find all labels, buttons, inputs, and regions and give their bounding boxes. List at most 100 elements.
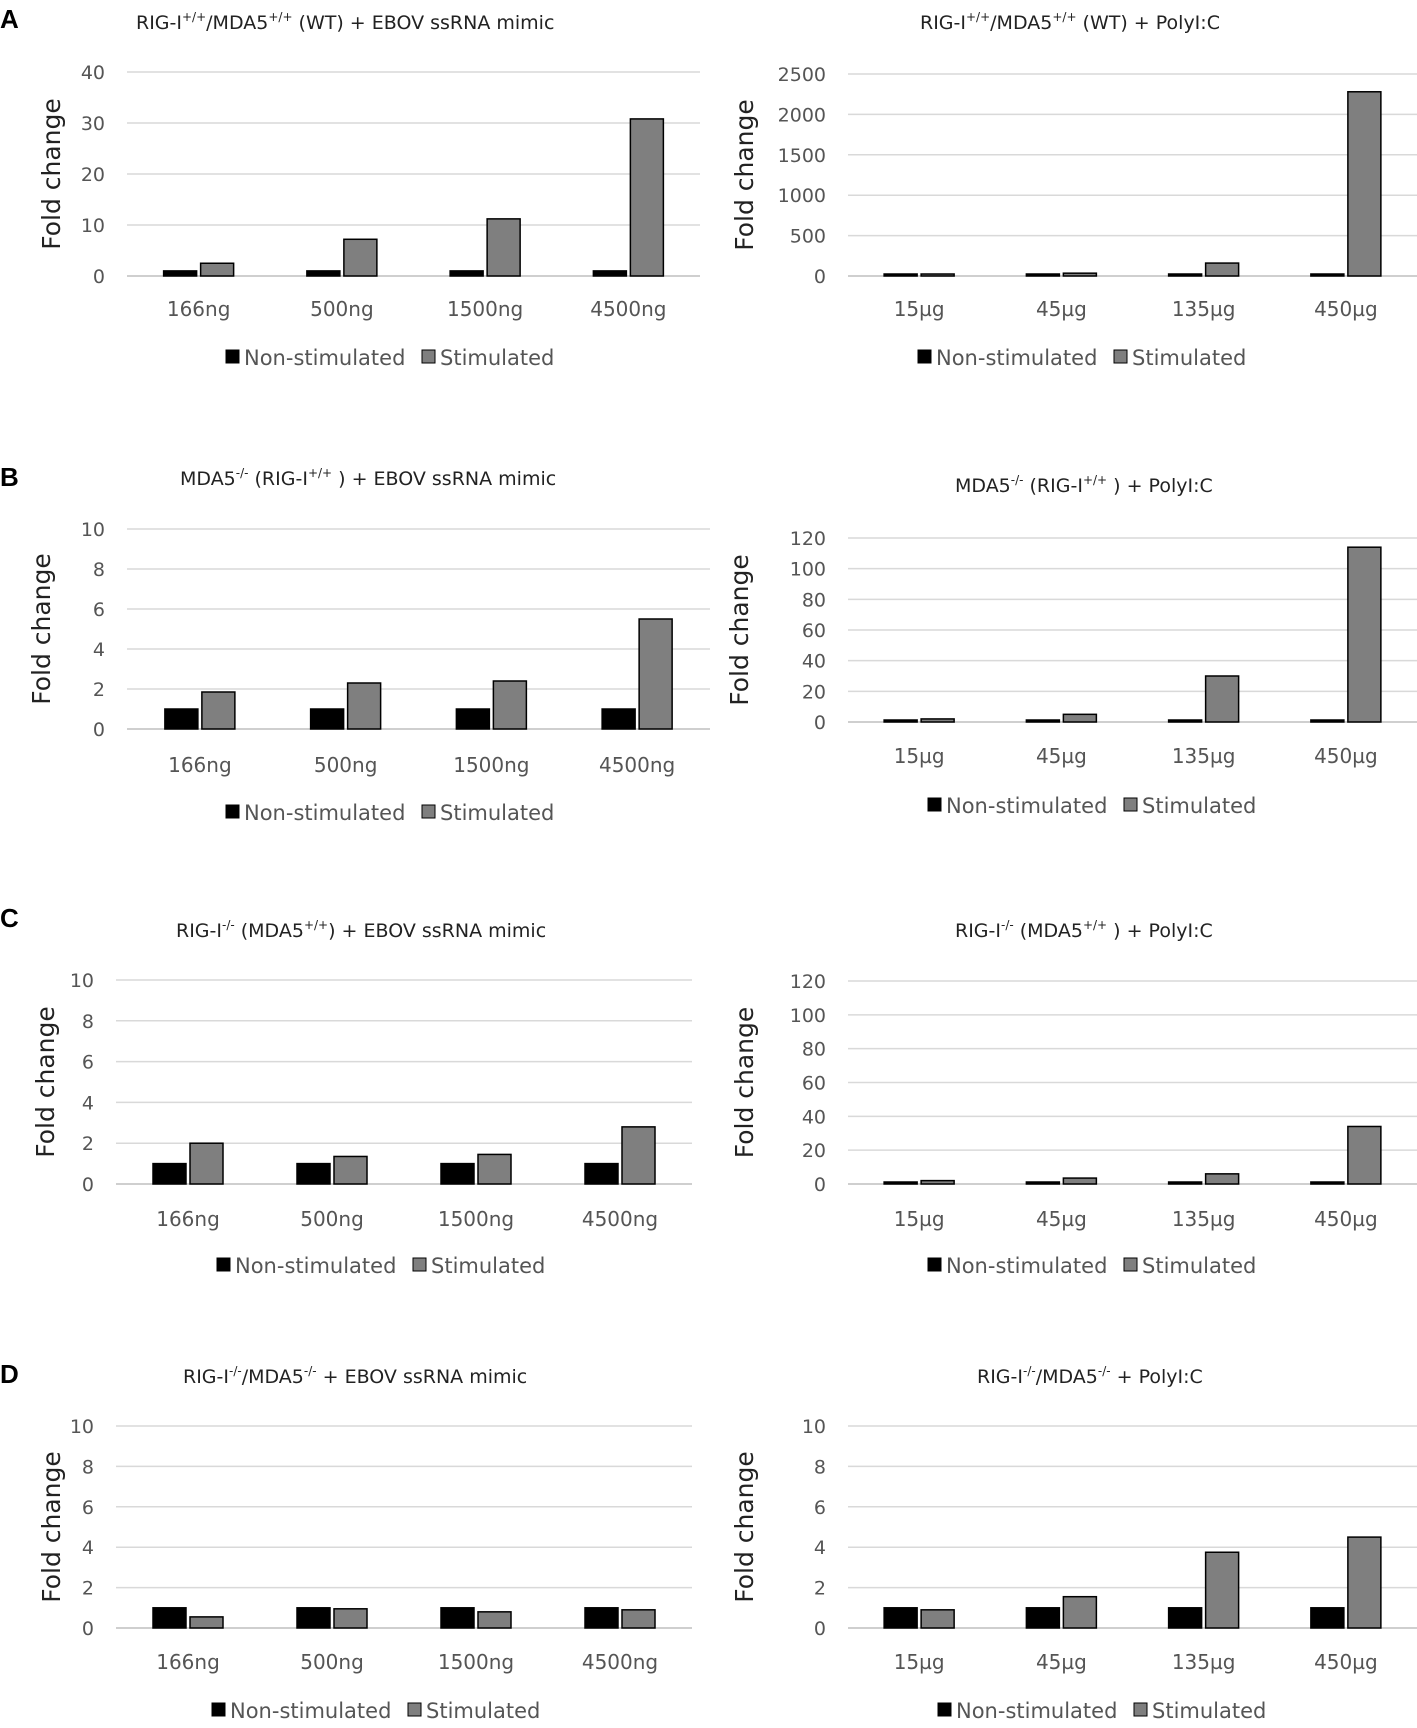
title-superscript: -/- <box>1001 918 1014 932</box>
y-tick-label: 100 <box>790 559 826 581</box>
chart-a-left: RIG-I+/+/MDA5+/+ (WT) + EBOV ssRNA mimic… <box>37 10 700 370</box>
legend-label: Stimulated <box>1142 1254 1256 1278</box>
bar-stimulated <box>1062 1177 1098 1185</box>
legend-swatch-stimulated <box>1113 349 1128 364</box>
bar-non-stimulated <box>440 1162 475 1185</box>
title-superscript: +/+ <box>308 466 332 480</box>
title-superscript: +/+ <box>966 10 990 24</box>
bar-stimulated <box>920 273 955 277</box>
y-tick-label: 1500 <box>778 145 826 167</box>
y-tick-label: 1000 <box>778 185 826 207</box>
category-label: 1500ng <box>453 753 529 777</box>
title-segment: /MDA5 <box>242 1366 304 1388</box>
category-label: 166ng <box>156 1207 220 1231</box>
category-label: 450µg <box>1314 1207 1378 1231</box>
bar-non-stimulated <box>309 708 345 730</box>
bar-non-stimulated <box>1025 1607 1061 1629</box>
bar-non-stimulated <box>306 270 341 277</box>
bar-non-stimulated <box>1310 1181 1345 1185</box>
bar-stimulated <box>1347 1536 1382 1629</box>
bar-stimulated <box>1062 1595 1098 1629</box>
bar-stimulated <box>1204 675 1240 723</box>
y-tick-label: 10 <box>70 1416 94 1438</box>
category-label: 500ng <box>310 297 374 321</box>
legend-label: Non-stimulated <box>956 1699 1117 1723</box>
chart-title: RIG-I+/+/MDA5+/+ (WT) + EBOV ssRNA mimic <box>136 10 554 34</box>
legend-label: Non-stimulated <box>946 794 1107 818</box>
chart-c-right: RIG-I-/- (MDA5+/+ ) + PolyI:C 0 20 40 60 80 10… <box>730 918 1417 1278</box>
legend-swatch-stimulated <box>1123 1257 1138 1272</box>
category-label: 45µg <box>1036 1207 1087 1231</box>
legend-swatch-non-stimulated <box>917 349 932 364</box>
y-tick-label: 8 <box>82 1011 94 1033</box>
title-segment: (MDA5 <box>235 920 304 942</box>
y-tick-label: 60 <box>802 1073 826 1095</box>
y-axis-label: Fold change <box>37 98 66 250</box>
category-label: 4500ng <box>590 297 666 321</box>
category-label: 450µg <box>1314 1650 1378 1674</box>
legend-swatch-non-stimulated <box>927 797 942 812</box>
y-tick-label: 2 <box>82 1578 94 1600</box>
bar-non-stimulated <box>296 1607 331 1629</box>
y-tick-label: 40 <box>802 1106 826 1128</box>
y-tick-label: 2 <box>82 1133 94 1155</box>
title-segment: ) + EBOV ssRNA mimic <box>328 920 546 942</box>
category-label: 500ng <box>314 753 378 777</box>
title-segment: ) + EBOV ssRNA mimic <box>332 468 556 490</box>
chart-title: RIG-I-/- (MDA5+/+) + EBOV ssRNA mimic <box>176 918 546 942</box>
y-tick-label: 6 <box>82 1052 94 1074</box>
y-axis-label: Fold change <box>730 1007 759 1159</box>
category-label: 1500ng <box>438 1207 514 1231</box>
bar-stimulated <box>199 262 235 277</box>
title-superscript: -/- <box>222 918 235 932</box>
y-tick-label: 0 <box>814 712 826 734</box>
category-label: 166ng <box>168 753 232 777</box>
title-segment: RIG-I <box>977 1366 1023 1388</box>
y-tick-label: 80 <box>802 589 826 611</box>
y-tick-label: 0 <box>82 1618 94 1640</box>
y-tick-label: 6 <box>93 599 105 621</box>
title-segment: RIG-I <box>955 920 1001 942</box>
title-segment: /MDA5 <box>990 12 1052 34</box>
bar-non-stimulated <box>1167 719 1203 723</box>
y-axis-label: Fold change <box>730 1451 759 1603</box>
y-tick-label: 20 <box>802 1140 826 1162</box>
category-label: 450µg <box>1314 297 1378 321</box>
bar-stimulated <box>1204 1173 1240 1185</box>
bar-stimulated <box>333 1155 368 1185</box>
bar-stimulated <box>333 1608 368 1629</box>
bar-stimulated <box>621 1126 656 1185</box>
y-tick-label: 2 <box>93 679 105 701</box>
bar-non-stimulated <box>584 1162 619 1185</box>
y-tick-label: 0 <box>93 266 105 288</box>
title-segment: (MDA5 <box>1014 920 1083 942</box>
legend-swatch-non-stimulated <box>225 804 240 819</box>
title-superscript: +/+ <box>182 10 206 24</box>
legend-swatch-non-stimulated <box>216 1257 231 1272</box>
bar-non-stimulated <box>883 273 918 277</box>
y-tick-label: 8 <box>82 1456 94 1478</box>
legend-label: Non-stimulated <box>936 346 1097 370</box>
title-segment: MDA5 <box>180 468 236 490</box>
legend-label: Non-stimulated <box>946 1254 1107 1278</box>
bar-non-stimulated <box>1025 1181 1061 1185</box>
title-segment: + EBOV ssRNA mimic <box>317 1366 528 1388</box>
chart-title: RIG-I-/- (MDA5+/+ ) + PolyI:C <box>955 918 1213 942</box>
y-tick-label: 6 <box>814 1497 826 1519</box>
legend-swatch-stimulated <box>421 349 436 364</box>
bar-stimulated <box>638 618 673 730</box>
category-label: 1500ng <box>447 297 523 321</box>
legend-swatch-stimulated <box>421 804 436 819</box>
legend-label: Stimulated <box>431 1254 545 1278</box>
chart-title: MDA5-/- (RIG-I+/+ ) + PolyI:C <box>955 473 1213 497</box>
bar-non-stimulated <box>1310 273 1345 277</box>
y-tick-label: 0 <box>93 719 105 741</box>
bar-non-stimulated <box>1167 1181 1203 1185</box>
bar-stimulated <box>486 218 521 277</box>
bar-non-stimulated <box>152 1607 187 1629</box>
y-tick-label: 10 <box>70 970 94 992</box>
title-segment: RIG-I <box>136 12 182 34</box>
bar-stimulated <box>1204 262 1240 277</box>
bar-non-stimulated <box>883 719 918 723</box>
chart-c-left: RIG-I-/- (MDA5+/+) + EBOV ssRNA mimic 0 2 4… <box>31 918 692 1278</box>
